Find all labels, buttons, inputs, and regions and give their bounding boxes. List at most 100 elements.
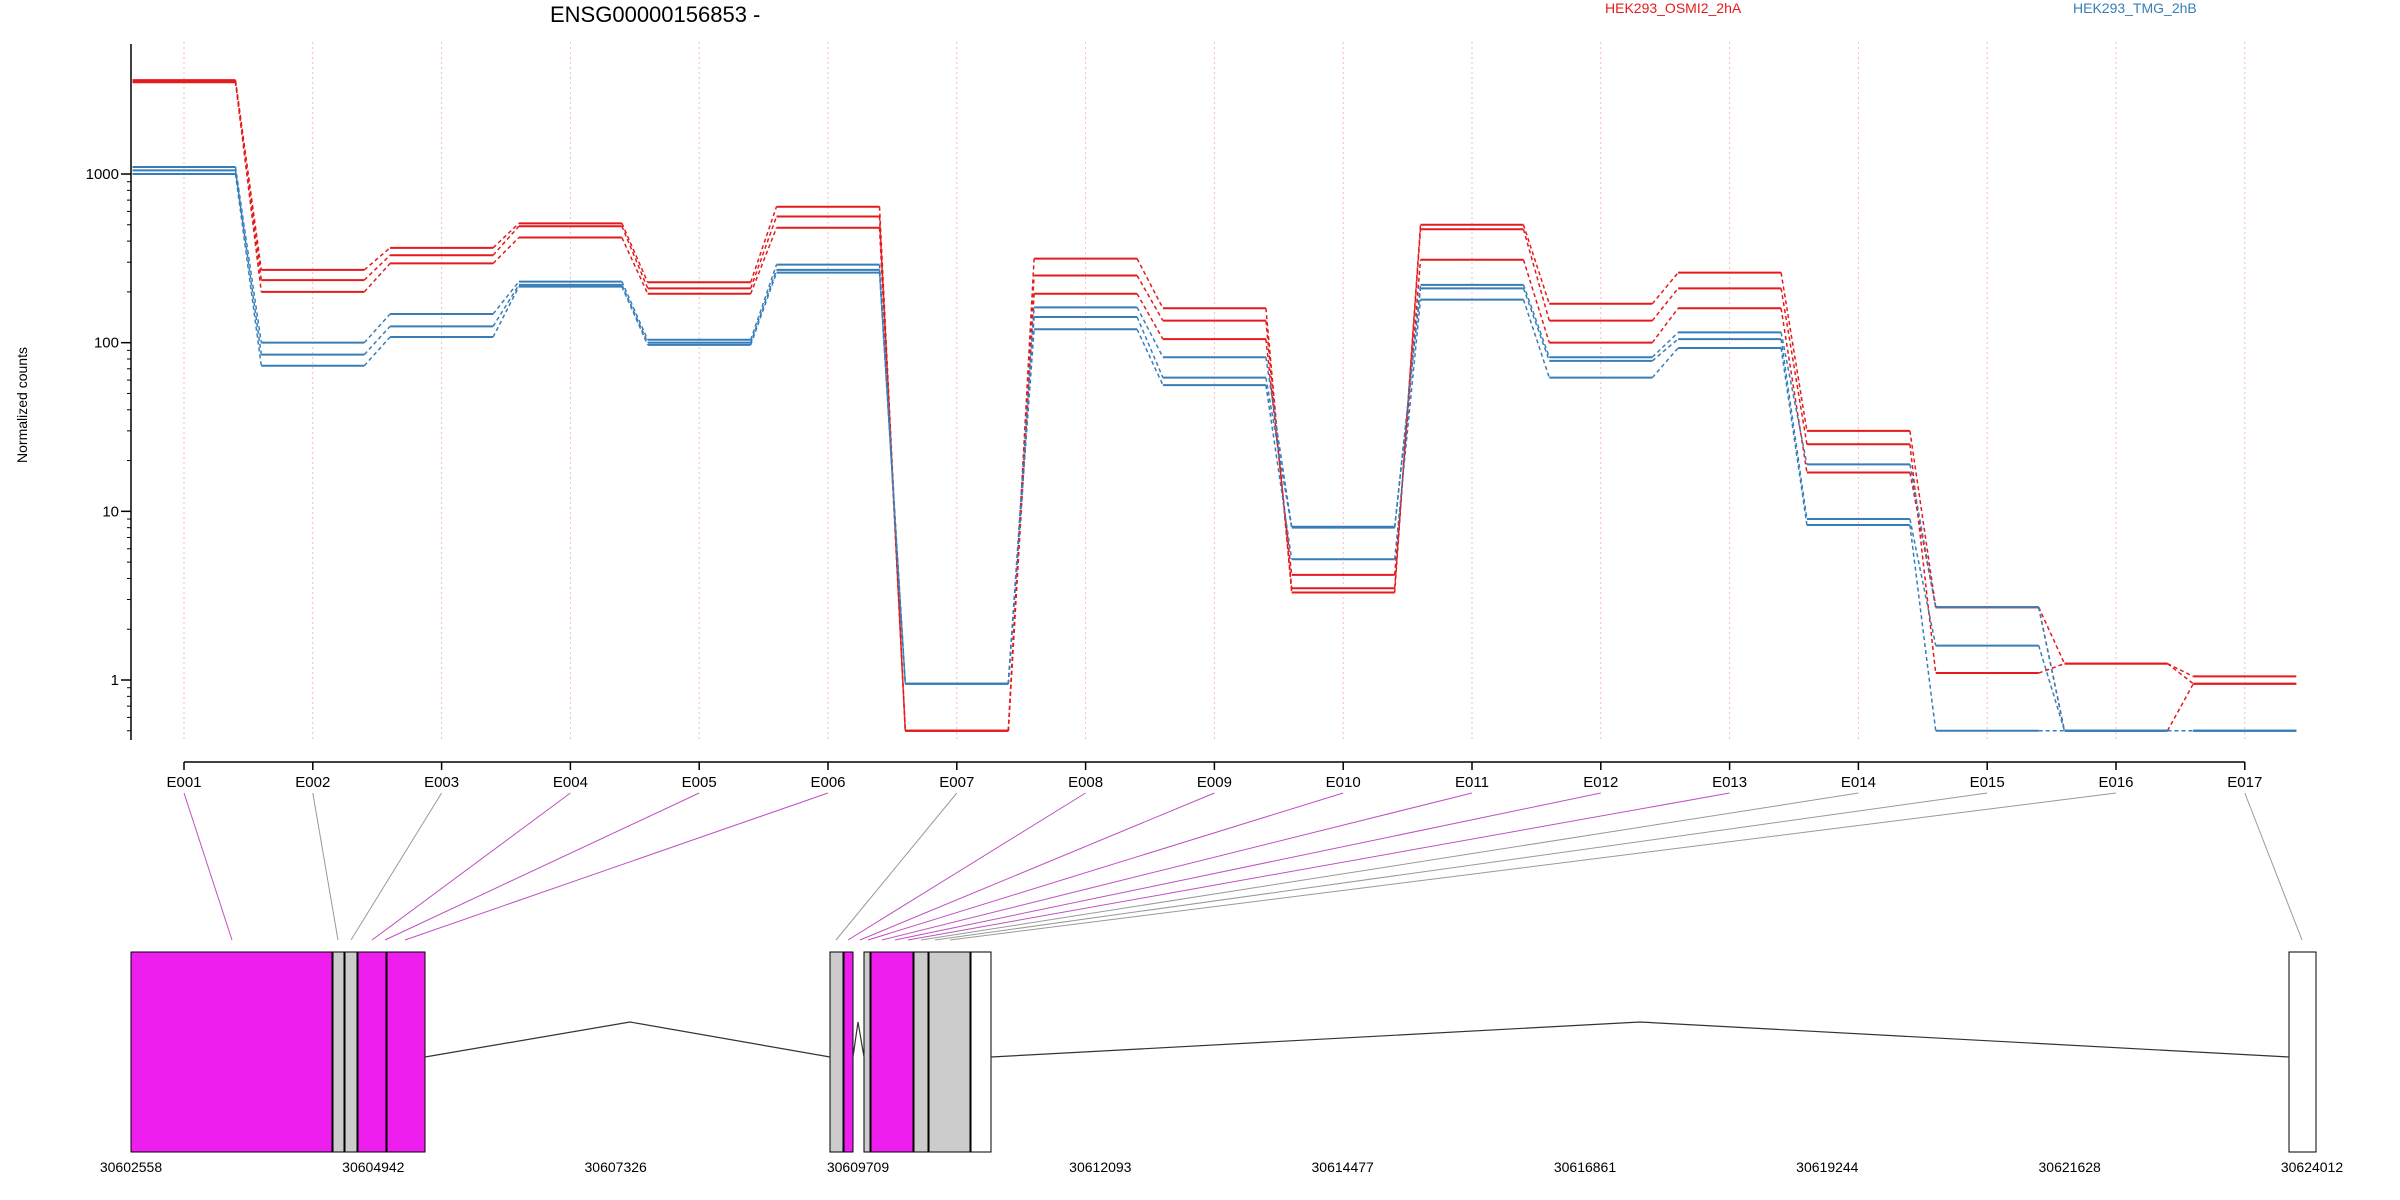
series-6-link — [749, 272, 778, 346]
exon-connector-e006 — [404, 792, 829, 941]
series-4-link — [1909, 464, 1937, 608]
series-4-link — [2037, 607, 2066, 731]
exon-connector-e001 — [183, 792, 233, 941]
series-4-link — [234, 166, 263, 343]
exon-block-4 — [357, 951, 387, 1153]
x-tick-label-e010: E010 — [1326, 774, 1361, 791]
series-2-link — [234, 81, 263, 281]
series-2-link — [1909, 444, 1937, 674]
series-5-link — [749, 269, 778, 343]
exon-connector-e013 — [907, 792, 1730, 941]
series-1-link — [363, 247, 391, 271]
exon-connector-e005 — [384, 792, 700, 941]
series-5-link — [1522, 288, 1551, 362]
series-1-link — [1780, 272, 1808, 431]
legend-entry-osmi2: HEK293_OSMI2_2hA — [1605, 0, 1742, 16]
y-tick-label: 1000 — [86, 166, 119, 183]
genome-coordinate-label: 30612093 — [1069, 1159, 1132, 1175]
series-2-link — [1393, 229, 1422, 589]
x-tick-label-e012: E012 — [1583, 774, 1618, 791]
intron-small — [852, 1021, 865, 1058]
series-5-link — [363, 325, 391, 356]
exon-block-7 — [843, 951, 854, 1153]
series-2-link — [878, 216, 907, 731]
x-tick-label-e007: E007 — [939, 774, 974, 791]
exon-block-12 — [970, 951, 992, 1153]
x-tick-label-e016: E016 — [2098, 774, 2133, 791]
series-6-link — [363, 336, 391, 367]
series-6-link — [1007, 329, 1035, 684]
series-2-link — [1136, 275, 1164, 322]
series-1-link — [2038, 606, 2066, 664]
exon-connector-e012 — [894, 792, 1601, 941]
exon-block-6 — [829, 951, 844, 1153]
genome-coordinate-label: 30609709 — [827, 1159, 890, 1175]
x-tick-label-e009: E009 — [1197, 774, 1232, 791]
exon-connector-e011 — [881, 792, 1473, 941]
y-tick-label: 10 — [102, 503, 119, 520]
series-5-link — [234, 170, 263, 355]
series-2-link — [2167, 663, 2194, 685]
exon-block-3 — [344, 951, 358, 1153]
genome-coordinate-label: 30614477 — [1312, 1159, 1375, 1175]
exon-connector-e003 — [350, 792, 443, 941]
series-3-link — [750, 227, 778, 295]
genome-coordinate-label: 30604942 — [342, 1159, 405, 1175]
genome-coordinate-label: 30621628 — [2039, 1159, 2102, 1175]
series-2-link — [1651, 287, 1679, 322]
x-tick-label-e002: E002 — [295, 774, 330, 791]
series-5-link — [1780, 338, 1808, 520]
series-4-link — [621, 281, 649, 341]
series-5-link — [1393, 288, 1422, 528]
series-5-link — [878, 269, 907, 684]
series-3-link — [1265, 339, 1293, 575]
series-1-link — [749, 206, 778, 283]
series-4-link — [749, 264, 778, 341]
x-tick-label-e005: E005 — [682, 774, 717, 791]
series-1-link — [1651, 272, 1679, 305]
series-6-link — [234, 173, 263, 366]
series-3 — [132, 81, 2297, 732]
series-3-link — [492, 237, 520, 264]
genome-coordinate-label: 30602558 — [100, 1159, 163, 1175]
x-tick-label-e001: E001 — [166, 774, 201, 791]
series-5-link — [492, 284, 520, 327]
series-3-link — [621, 237, 649, 295]
genome-coordinate-label: 30624012 — [2281, 1159, 2344, 1175]
series-5-link — [2037, 645, 2066, 731]
exon-block-13 — [2288, 951, 2317, 1153]
series-4-link — [492, 281, 520, 315]
series-2-link — [749, 216, 778, 289]
series-3-link — [234, 82, 263, 292]
series-6-link — [1265, 385, 1293, 560]
exon-connector-e008 — [847, 792, 1086, 941]
series-5-link — [1909, 518, 1937, 646]
exon-connector-e009 — [859, 792, 1215, 941]
intron-1 — [424, 1021, 831, 1058]
exon-connector-e016 — [949, 792, 2117, 941]
genome-coordinate-label: 30607326 — [585, 1159, 648, 1175]
exon-block-8 — [863, 951, 871, 1153]
x-tick-label-e004: E004 — [553, 774, 588, 791]
series-5-link — [1651, 338, 1679, 362]
exon-connector-e017 — [2244, 792, 2303, 941]
series-6-link — [1780, 347, 1808, 526]
series-6-link — [1393, 299, 1422, 560]
series-3-link — [1651, 307, 1679, 344]
series-6-link — [878, 272, 907, 684]
exon-connector-e014 — [920, 792, 1859, 941]
x-tick-label-e014: E014 — [1841, 774, 1876, 791]
exon-block-1 — [130, 951, 333, 1153]
series-2-link — [363, 254, 391, 281]
exon-connector-e004 — [371, 792, 571, 941]
x-tick-label-e008: E008 — [1068, 774, 1103, 791]
series-4-link — [363, 313, 391, 344]
intron-2 — [990, 1021, 2290, 1058]
series-1-link — [621, 223, 649, 283]
series-1-link — [492, 222, 520, 249]
series-6-link — [1136, 328, 1164, 386]
exon-connector-e002 — [312, 792, 339, 941]
series-4-link — [1522, 284, 1551, 358]
